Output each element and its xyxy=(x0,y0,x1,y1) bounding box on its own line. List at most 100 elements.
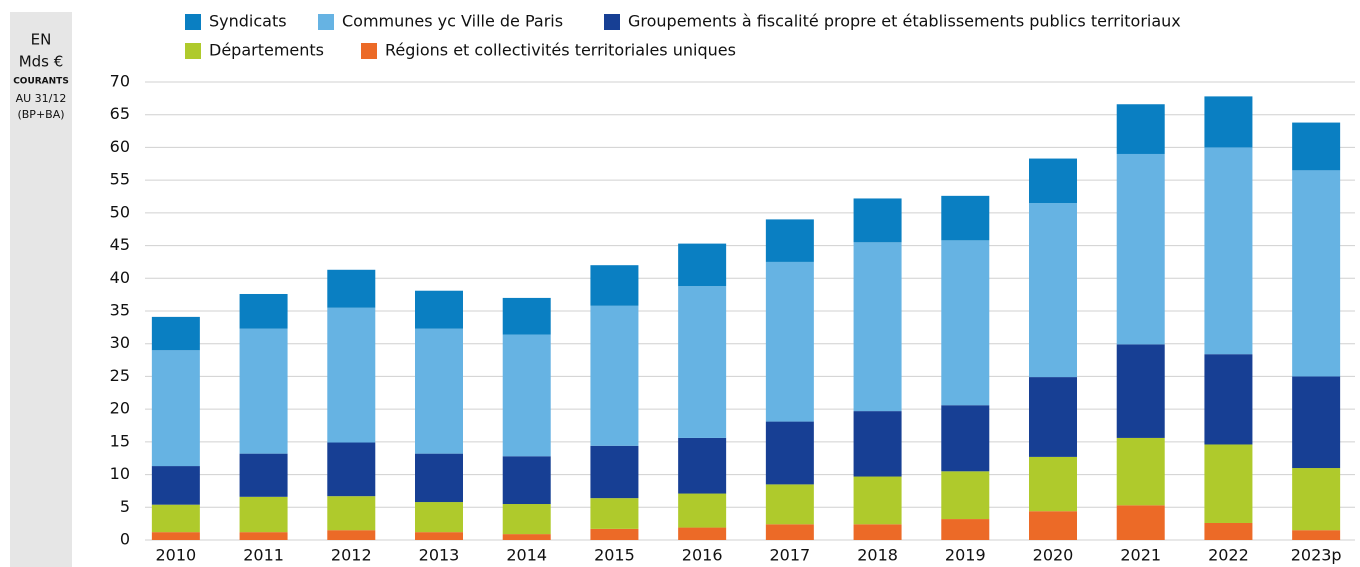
unit-label: (BP+BA) xyxy=(17,108,64,121)
y-tick-label: 20 xyxy=(110,399,130,418)
bar-segment xyxy=(1116,505,1165,540)
y-tick-label: 70 xyxy=(110,72,130,91)
bar-segment xyxy=(1116,344,1165,438)
bar-segment xyxy=(1204,522,1253,540)
x-tick-label: 2021 xyxy=(1120,546,1161,565)
x-tick-label: 2010 xyxy=(155,546,196,565)
bar-segment xyxy=(1029,456,1077,512)
x-tick-label: 2020 xyxy=(1033,546,1074,565)
bar-segment xyxy=(853,198,902,243)
legend-swatch xyxy=(185,14,201,30)
legend-swatch xyxy=(361,43,377,59)
bar-segment xyxy=(1116,437,1165,506)
bar-segment xyxy=(327,442,376,497)
bar-segment xyxy=(853,524,902,540)
bar-segment xyxy=(590,498,639,529)
bar-segment xyxy=(327,269,376,308)
y-tick-label: 25 xyxy=(110,366,130,385)
x-tick-label: 2022 xyxy=(1208,546,1249,565)
y-tick-label: 60 xyxy=(110,137,130,156)
bar-segment xyxy=(1204,354,1253,445)
y-tick-label: 15 xyxy=(110,431,130,450)
x-tick-label: 2011 xyxy=(243,546,284,565)
bar-segment xyxy=(1292,122,1341,171)
bar-segment xyxy=(415,328,463,454)
bar-segment xyxy=(1292,376,1341,469)
y-tick-label: 45 xyxy=(110,235,130,254)
bar-segment xyxy=(765,261,814,422)
bar-segment xyxy=(765,219,814,262)
x-tick-label: 2012 xyxy=(331,546,372,565)
y-tick-label: 5 xyxy=(120,497,130,516)
bar-segment xyxy=(941,195,990,241)
bar-segment xyxy=(151,466,200,505)
y-tick-label: 10 xyxy=(110,464,130,483)
bar-segment xyxy=(1292,468,1341,531)
legend-label: Départements xyxy=(209,41,324,60)
bar-segment xyxy=(678,527,727,540)
bar-segment xyxy=(941,405,990,472)
bar-segment xyxy=(415,453,463,503)
x-tick-label: 2018 xyxy=(857,546,898,565)
bar-segment xyxy=(415,502,463,533)
y-tick-label: 30 xyxy=(110,333,130,352)
bar-segment xyxy=(678,493,727,528)
legend-swatch xyxy=(604,14,620,30)
bar-segment xyxy=(590,305,639,446)
legend-swatch xyxy=(185,43,201,59)
bar-segment xyxy=(239,293,288,329)
bar-segment xyxy=(415,290,463,329)
bar-segment xyxy=(678,243,727,287)
bar-segment xyxy=(1204,444,1253,523)
unit-label: EN xyxy=(31,31,52,49)
bar-segment xyxy=(1116,104,1165,154)
bar-segment xyxy=(1116,153,1165,345)
x-tick-label: 2014 xyxy=(506,546,547,565)
unit-label: COURANTS xyxy=(13,77,69,87)
bar-segment xyxy=(415,532,463,540)
bar-segment xyxy=(239,496,288,533)
bar-segment xyxy=(765,421,814,485)
bar-segment xyxy=(853,476,902,525)
legend-label: Régions et collectivités territoriales u… xyxy=(385,41,736,60)
legend-swatch xyxy=(318,14,334,30)
bar-segment xyxy=(1029,158,1077,204)
bar-segment xyxy=(1029,511,1077,540)
y-tick-label: 50 xyxy=(110,202,130,221)
bar-segment xyxy=(765,484,814,525)
legend-label: Communes yc Ville de Paris xyxy=(342,12,563,31)
legend-label: Groupements à fiscalité propre et établi… xyxy=(628,12,1181,31)
bar-segment xyxy=(1204,96,1253,148)
bar-segment xyxy=(1292,530,1341,540)
bar-segment xyxy=(502,297,551,335)
bar-segment xyxy=(327,307,376,443)
unit-panel xyxy=(10,12,72,567)
bar-segment xyxy=(1204,147,1253,355)
x-tick-label: 2015 xyxy=(594,546,635,565)
x-tick-label: 2016 xyxy=(682,546,723,565)
bar-segment xyxy=(590,528,639,540)
bar-segment xyxy=(502,456,551,505)
bar-segment xyxy=(678,437,727,494)
legend-label: Syndicats xyxy=(209,12,287,31)
bar-segment xyxy=(1029,203,1077,378)
bar-segment xyxy=(327,496,376,531)
bar-segment xyxy=(502,334,551,457)
unit-label: AU 31/12 xyxy=(16,92,67,105)
bar-segment xyxy=(941,240,990,406)
bar-segment xyxy=(502,504,551,535)
x-tick-label: 2017 xyxy=(769,546,810,565)
bar-segment xyxy=(678,286,727,438)
bar-segment xyxy=(1029,377,1077,457)
y-tick-label: 65 xyxy=(110,104,130,123)
bar-segment xyxy=(590,265,639,306)
bar-segment xyxy=(941,519,990,540)
bar-segment xyxy=(239,328,288,454)
y-tick-label: 55 xyxy=(110,170,130,189)
unit-label: Mds € xyxy=(19,53,64,71)
bar-segment xyxy=(151,350,200,467)
bar-segment xyxy=(151,316,200,351)
bar-segment xyxy=(502,534,551,540)
bar-segment xyxy=(853,242,902,412)
